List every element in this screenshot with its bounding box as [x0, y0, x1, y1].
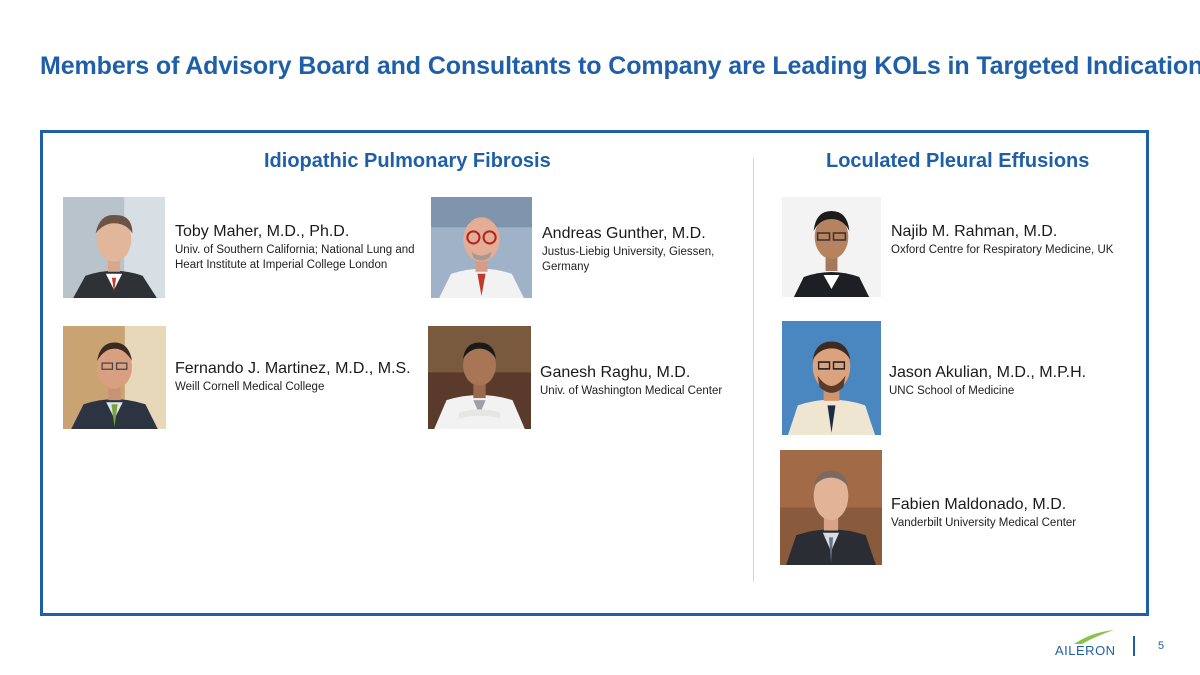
person-name: Jason Akulian, M.D., M.P.H.: [889, 364, 1087, 381]
person-affiliation: Oxford Centre for Respiratory Medicine, …: [891, 244, 1114, 256]
section-heading-ipf: Idiopathic Pulmonary Fibrosis: [264, 150, 551, 172]
person-affiliation: UNC School of Medicine: [889, 385, 1015, 397]
aileron-logo: AILERON: [1055, 643, 1116, 658]
portrait-photo: [63, 326, 166, 429]
page-number: 5: [1158, 640, 1165, 652]
person-name: Andreas Gunther, M.D.: [542, 225, 706, 242]
portrait-photo: [782, 197, 881, 297]
person-name: Najib M. Rahman, M.D.: [891, 223, 1058, 240]
aileron-logo-swoosh: [1074, 630, 1114, 644]
person-name: Fernando J. Martinez, M.D., M.S.: [175, 360, 411, 377]
person-card: Najib M. Rahman, M.D. Oxford Centre for …: [891, 222, 1121, 258]
person-name: Fabien Maldonado, M.D.: [891, 496, 1067, 513]
person-card: Fernando J. Martinez, M.D., M.S. Weill C…: [175, 359, 420, 395]
portrait-photo: [782, 321, 881, 435]
person-affiliation: Weill Cornell Medical College: [175, 381, 325, 393]
person-card: Ganesh Raghu, M.D. Univ. of Washington M…: [540, 363, 750, 399]
portrait-photo: [428, 326, 531, 429]
person-card: Fabien Maldonado, M.D. Vanderbilt Univer…: [891, 495, 1121, 531]
person-card: Toby Maher, M.D., Ph.D. Univ. of Souther…: [175, 222, 420, 273]
advisory-board-panel: [40, 130, 1149, 616]
slide-title: Members of Advisory Board and Consultant…: [40, 52, 1200, 80]
portrait-photo: [431, 197, 532, 298]
person-affiliation: Univ. of Southern California; National L…: [175, 244, 415, 271]
portrait-photo: [63, 197, 165, 298]
person-affiliation: Univ. of Washington Medical Center: [540, 385, 723, 397]
person-affiliation: Vanderbilt University Medical Center: [891, 517, 1077, 529]
portrait-photo: [780, 450, 882, 565]
person-card: Andreas Gunther, M.D. Justus-Liebig Univ…: [542, 224, 742, 275]
column-divider: [753, 158, 754, 582]
person-name: Toby Maher, M.D., Ph.D.: [175, 223, 350, 240]
person-name: Ganesh Raghu, M.D.: [540, 364, 691, 381]
person-affiliation: Justus-Liebig University, Giessen, Germa…: [542, 246, 715, 273]
person-card: Jason Akulian, M.D., M.P.H. UNC School o…: [889, 363, 1119, 399]
section-heading-lpe: Loculated Pleural Effusions: [826, 150, 1090, 172]
footer-separator: [1133, 636, 1135, 656]
